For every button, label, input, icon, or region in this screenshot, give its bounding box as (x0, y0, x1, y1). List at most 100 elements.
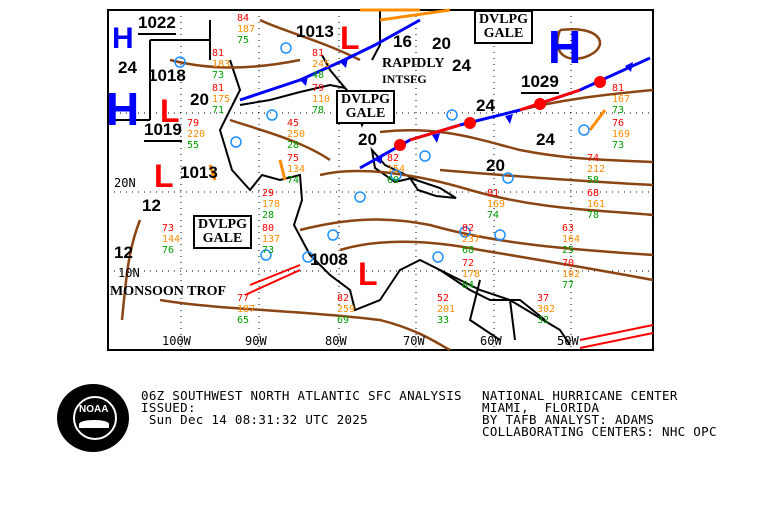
longitude-label: 100W (162, 334, 191, 348)
station-green-value: 32 (537, 315, 550, 326)
station-green-value: 76 (162, 245, 175, 256)
isobar-label: 20 (190, 90, 209, 109)
monsoon-trough-label: MONSOON TROF (110, 284, 227, 299)
analysis-title: 06Z SOUTHWEST NORTH ATLANTIC SFC ANALYSI… (141, 388, 462, 403)
station-orange-value: 178 (462, 269, 481, 280)
station-orange-value: 167 (612, 94, 631, 105)
isobar-label: 20 (486, 156, 505, 175)
station-red-value: 82 (462, 223, 475, 234)
station-red-value: 72 (462, 258, 475, 269)
station-green-value: 78 (587, 210, 600, 221)
station-red-value: 70 (562, 258, 575, 269)
station-red-value: 81 (212, 83, 225, 94)
isobar-label: 16 (393, 32, 412, 51)
pressure-label: 1018 (148, 66, 186, 85)
station-red-value: 75 (287, 153, 300, 164)
gale-box-line1: DVLPG (198, 217, 247, 232)
station-red-value: 81 (487, 188, 500, 199)
station-orange-value: 161 (587, 199, 606, 210)
gale-box-line1: DVLPG (479, 12, 528, 27)
station-orange-value: 187 (237, 304, 256, 315)
station-red-value: 37 (537, 293, 550, 304)
station-green-value: 71 (212, 105, 225, 116)
isobars (120, 18, 654, 352)
warm-front-segments (409, 88, 581, 142)
station-red-value: 79 (312, 83, 325, 94)
noaa-logo: NOAA (57, 384, 129, 452)
gale-warning-box: DVLPG GALE (474, 10, 533, 44)
gale-warning-box: DVLPG GALE (193, 215, 252, 249)
station-red-value: 82 (337, 293, 350, 304)
station-green-value: 60 (387, 175, 400, 186)
issued-time: Sun Dec 14 08:31:32 UTC 2025 (141, 412, 368, 427)
low-pressure-center: L (154, 158, 174, 194)
station-orange-value: 237 (462, 234, 481, 245)
station-green-value: 25 (562, 245, 575, 256)
station-orange-value: 220 (187, 129, 206, 140)
station-red-value: 81 (212, 48, 225, 59)
latitude-label: 10N (118, 266, 140, 280)
station-green-value: 77 (562, 280, 575, 291)
station-red-value: 84 (237, 13, 250, 24)
gale-box-line2: GALE (202, 231, 243, 246)
issued-label: ISSUED: (141, 400, 196, 415)
longitude-label: 90W (245, 334, 267, 348)
gale-box-line2: GALE (345, 106, 386, 121)
pressure-label: 1008 (310, 250, 348, 269)
station-green-value: 58 (587, 175, 600, 186)
station-red-value: 79 (187, 118, 200, 129)
station-orange-value: 144 (162, 234, 181, 245)
low-pressure-center: L (340, 20, 360, 56)
station-red-value: 68 (587, 188, 600, 199)
station-red-value: 77 (237, 293, 250, 304)
station-green-value: 73 (262, 245, 275, 256)
isobar-label: 12 (142, 196, 161, 215)
station-red-value: 29 (262, 188, 275, 199)
isobar-label: 24 (452, 56, 471, 75)
station-orange-value: 134 (287, 164, 306, 175)
coastlines (115, 10, 571, 346)
longitude-label: 70W (403, 334, 425, 348)
longitude-label: 50W (557, 334, 579, 348)
station-green-value: 55 (187, 140, 200, 151)
station-red-value: 81 (312, 48, 325, 59)
station-green-value: 33 (437, 315, 450, 326)
station-orange-value: 102 (562, 269, 581, 280)
station-green-value: 28 (287, 140, 300, 151)
station-green-value: 65 (237, 315, 250, 326)
station-orange-value: 302 (537, 304, 556, 315)
station-orange-value: 201 (437, 304, 456, 315)
station-plots (174, 42, 590, 263)
troughs (208, 8, 607, 181)
isobar-label: 24 (536, 130, 555, 149)
gale-box-line2: GALE (483, 26, 524, 41)
isobar-label: 24 (118, 58, 137, 77)
station-red-value: 82 (387, 153, 400, 164)
station-red-value: 73 (162, 223, 175, 234)
surface-analysis-map (107, 8, 654, 352)
station-green-value: 74 (287, 175, 300, 186)
isobar-label: 20 (358, 130, 377, 149)
gale-box-line1: DVLPG (341, 92, 390, 107)
station-red-value: 74 (587, 153, 600, 164)
high-pressure-center: H (112, 22, 134, 55)
station-green-value: 73 (612, 105, 625, 116)
station-orange-value: 169 (487, 199, 506, 210)
pressure-label: 1013 (180, 163, 218, 182)
station-orange-value: 245 (312, 59, 331, 70)
fronts (208, 8, 654, 349)
longitude-label: 80W (325, 334, 347, 348)
station-orange-value: 137 (262, 234, 281, 245)
station-red-value: 52 (437, 293, 450, 304)
intensifying-label: INTSFG (382, 72, 427, 86)
latitude-label: 20N (114, 176, 136, 190)
rapidly-label: RAPIDLY (382, 56, 445, 71)
station-red-value: 45 (287, 118, 300, 129)
station-orange-value: 154 (387, 164, 406, 175)
station-orange-value: 183 (212, 59, 231, 70)
station-red-value: 63 (562, 223, 575, 234)
station-orange-value: 110 (312, 94, 331, 105)
station-orange-value: 178 (262, 199, 281, 210)
gale-warning-box: DVLPG GALE (336, 90, 395, 124)
station-orange-value: 259 (337, 304, 356, 315)
